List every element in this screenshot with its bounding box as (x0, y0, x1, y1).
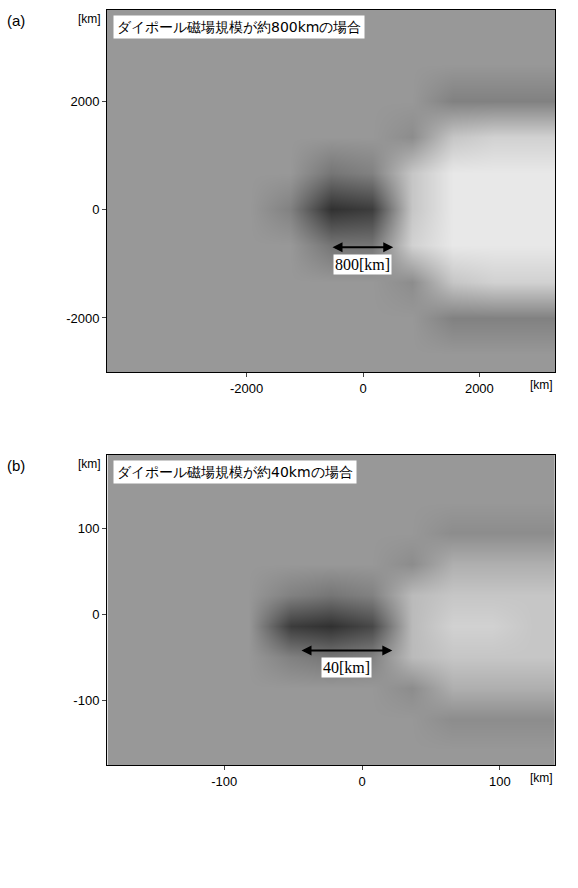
svg-text:(b): (b) (7, 457, 25, 474)
svg-text:-2000: -2000 (66, 311, 99, 326)
svg-text:0: 0 (359, 381, 366, 396)
svg-text:800[km]: 800[km] (335, 256, 390, 273)
svg-text:-100: -100 (73, 693, 99, 708)
svg-text:0: 0 (358, 774, 365, 789)
svg-text:100: 100 (78, 521, 100, 536)
svg-text:(a): (a) (7, 12, 25, 29)
svg-text:ダイポール磁場規模が約40kmの場合: ダイポール磁場規模が約40kmの場合 (117, 464, 353, 480)
svg-text:-100: -100 (211, 774, 237, 789)
svg-text:[km]: [km] (530, 378, 553, 392)
svg-text:0: 0 (92, 607, 99, 622)
svg-text:40[km]: 40[km] (323, 659, 370, 676)
svg-text:0: 0 (92, 202, 99, 217)
svg-text:[km]: [km] (530, 771, 553, 785)
svg-text:2000: 2000 (465, 381, 494, 396)
svg-text:100: 100 (489, 774, 511, 789)
svg-text:2000: 2000 (70, 94, 99, 109)
svg-text:-2000: -2000 (230, 381, 263, 396)
svg-text:ダイポール磁場規模が約800kmの場合: ダイポール磁場規模が約800kmの場合 (117, 19, 361, 35)
svg-text:[km]: [km] (78, 12, 101, 26)
svg-text:[km]: [km] (78, 457, 101, 471)
